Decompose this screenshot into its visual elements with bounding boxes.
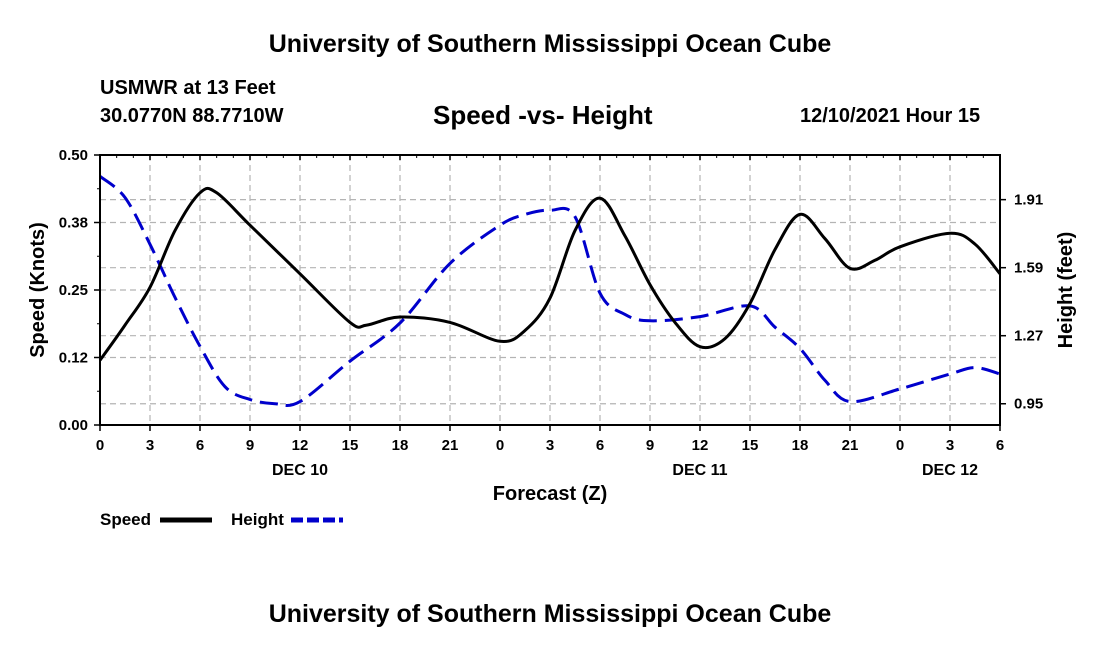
- x-tick-label: 21: [842, 437, 859, 454]
- x-tick-label: 15: [742, 437, 759, 454]
- y2-tick-label: 1.91: [1014, 192, 1043, 209]
- legend-label-height: Height: [231, 510, 284, 529]
- page-title: University of Southern Mississippi Ocean…: [268, 30, 832, 58]
- series-layer: [98, 175, 1002, 407]
- x-axis-label: Forecast (Z): [493, 483, 607, 505]
- x-tick-label: 15: [342, 437, 359, 454]
- grid: [100, 155, 1000, 425]
- legend-label-speed: Speed: [100, 510, 151, 529]
- station-coords: 30.0770N 88.7710W: [100, 105, 284, 127]
- x-tick-label: 6: [996, 437, 1004, 454]
- x-tick-label: 3: [146, 437, 154, 454]
- x-tick-label: 18: [392, 437, 409, 454]
- y2-tick-label: 1.27: [1014, 328, 1043, 345]
- x-tick-label: 0: [496, 437, 504, 454]
- date-label: DEC 12: [922, 462, 978, 479]
- x-tick-label: 21: [442, 437, 459, 454]
- chart-date: 12/10/2021 Hour 15: [800, 105, 981, 127]
- y-tick-label: 0.50: [59, 147, 88, 164]
- x-tick-label: 12: [292, 437, 309, 454]
- y-tick-label: 0.12: [59, 350, 88, 367]
- x-tick-label: 12: [692, 437, 709, 454]
- x-tick-label: 18: [792, 437, 809, 454]
- station-name: USMWR at 13 Feet: [100, 77, 276, 99]
- x-tick-label: 0: [96, 437, 104, 454]
- date-label: DEC 10: [272, 462, 328, 479]
- footer-title: University of Southern Mississippi Ocean…: [268, 600, 832, 628]
- y-axis-label: Speed (Knots): [27, 222, 49, 358]
- series-line-speed: [98, 186, 1002, 362]
- y2-tick-label: 0.95: [1014, 396, 1043, 413]
- x-tick-label: 6: [196, 437, 204, 454]
- chart-subtitle: Speed -vs- Height: [433, 100, 653, 130]
- series-line-height: [99, 175, 1001, 407]
- y-tick-label: 0.25: [59, 282, 88, 299]
- x-tick-label: 9: [646, 437, 654, 454]
- x-tick-label: 3: [946, 437, 954, 454]
- y2-tick-label: 1.59: [1014, 260, 1043, 277]
- y2-axis-label: Height (feet): [1055, 232, 1077, 349]
- x-tick-label: 3: [546, 437, 554, 454]
- x-tick-label: 9: [246, 437, 254, 454]
- y-tick-label: 0.00: [59, 417, 88, 434]
- x-tick-label: 6: [596, 437, 604, 454]
- x-tick-label: 0: [896, 437, 904, 454]
- y-tick-label: 0.38: [59, 215, 88, 232]
- date-label: DEC 11: [672, 462, 727, 479]
- ticks: 0 3 6 9 12 15 18 21 0 3 6 9 12 15 18 21 0 3 6 DEC 10 DEC 11 D…: [59, 147, 1043, 479]
- legend: Speed Height: [100, 510, 343, 529]
